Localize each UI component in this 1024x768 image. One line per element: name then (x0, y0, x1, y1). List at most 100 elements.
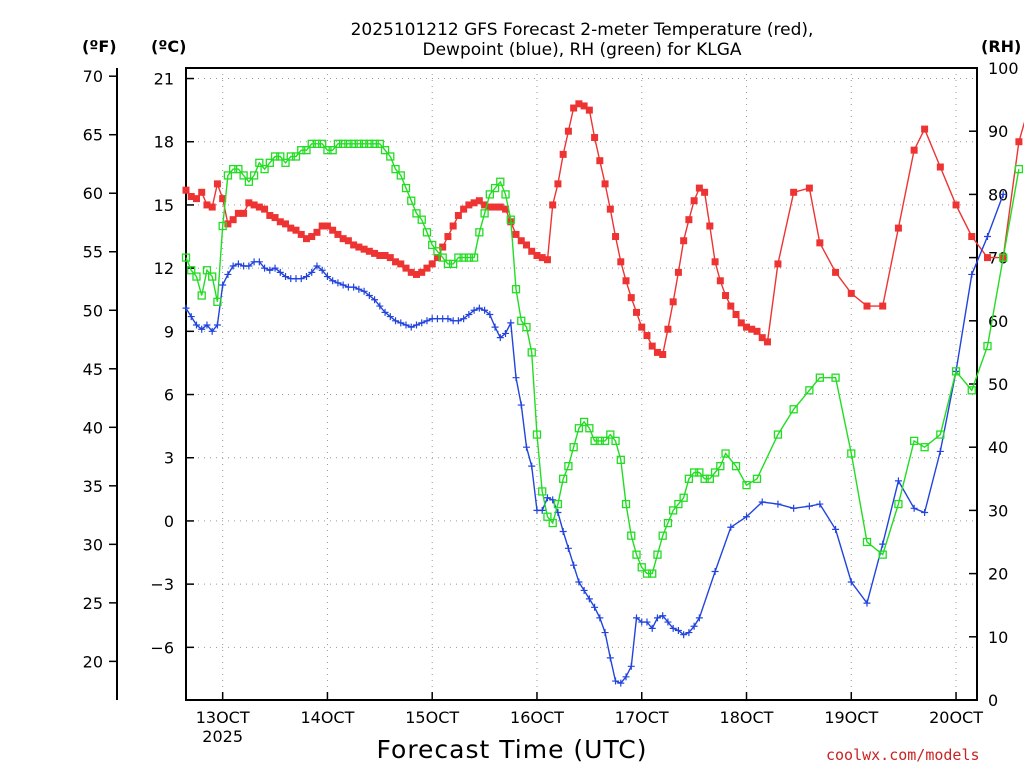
rh-point (621, 499, 631, 509)
rh-tick-label: 100 (988, 59, 1019, 78)
rh-point (464, 253, 474, 262)
temperature-point (585, 106, 593, 114)
temperature-point (360, 245, 368, 253)
celsius-tick-label: 21 (154, 70, 174, 89)
rh-tick-label: 30 (988, 501, 1008, 520)
dewpoint-point (538, 506, 546, 514)
rh-point (401, 183, 411, 193)
temperature-point (460, 205, 468, 213)
fahrenheit-tick-label: 35 (83, 477, 103, 496)
dewpoint-point (606, 654, 614, 662)
rh-point (920, 443, 929, 452)
rh-point (527, 348, 536, 357)
rh-point (695, 468, 704, 477)
rh-point (307, 139, 316, 148)
dewpoint-point (182, 304, 190, 312)
temperature-point (475, 197, 483, 205)
rh-point (721, 449, 730, 458)
temperature-point (496, 203, 504, 211)
fahrenheit-tick-label: 60 (83, 184, 103, 203)
rh-point (501, 190, 510, 199)
dewpoint-point (486, 310, 494, 318)
temperature-point (491, 203, 499, 211)
dewpoint-point (648, 624, 656, 632)
dewpoint-point (612, 677, 620, 685)
dewpoint-point (894, 477, 902, 485)
temperature-point (439, 243, 447, 251)
temperature-point (376, 251, 384, 259)
temperature-point (832, 268, 840, 276)
time-tick-label: 14OCT (300, 708, 354, 727)
temperature-point (465, 201, 473, 209)
temperature-point (606, 205, 614, 213)
dewpoint-point (454, 317, 462, 325)
rh-point (1014, 164, 1024, 174)
temperature-point (271, 214, 279, 222)
time-tick-label: 16OCT (510, 708, 564, 727)
temperature-point (339, 235, 347, 243)
temperature-point (727, 302, 735, 310)
rh-point (417, 215, 426, 224)
dewpoint-point (585, 595, 593, 603)
fahrenheit-tick-label: 55 (83, 243, 103, 262)
dewpoint-point (549, 496, 557, 504)
rh-point (422, 228, 432, 237)
rh-point (270, 152, 280, 161)
rh-point (234, 164, 243, 174)
dewpoint-point (669, 624, 677, 632)
temperature-point (863, 302, 871, 310)
dewpoint-point (711, 567, 719, 575)
rh-point (569, 443, 578, 452)
fahrenheit-tick-label: 30 (83, 535, 103, 554)
dewpoint-point (790, 504, 798, 512)
fahrenheit-tick-label: 20 (83, 652, 103, 671)
celsius-axis-ticks: −6 −3 0 3 6 9 12 15 18 21 (150, 70, 194, 657)
time-tick-label: 20OCT (929, 708, 983, 727)
temperature-point (255, 203, 263, 211)
temperature-point (528, 247, 536, 255)
dewpoint-point (266, 266, 274, 274)
rh-point (606, 430, 615, 439)
rh-point (663, 518, 673, 528)
temperature-point (329, 226, 337, 234)
dewpoint-point (664, 618, 672, 626)
dewpoint-point (847, 578, 855, 586)
temperature-point (910, 146, 918, 154)
rh-point (412, 209, 421, 218)
dewpoint-point (350, 283, 358, 291)
rh-point (710, 468, 720, 477)
rh-point (815, 373, 824, 382)
time-tick-label: 15OCT (405, 708, 459, 727)
rh-point (506, 215, 515, 224)
temperature-point (643, 332, 651, 340)
dewpoint-point (591, 603, 599, 611)
dewpoint-point (412, 321, 420, 329)
dewpoint-point (465, 310, 473, 318)
rh-point (752, 474, 762, 483)
dewpoint-point (318, 266, 326, 274)
rh-point (375, 139, 384, 148)
dewpoint-point (627, 662, 635, 670)
temperature-point (596, 157, 604, 165)
dewpoint-point (910, 504, 918, 512)
rh-point (485, 190, 494, 199)
rh-point (213, 297, 222, 306)
rh-point (522, 322, 531, 332)
rh-point (281, 158, 290, 167)
dewpoint-point (203, 321, 211, 329)
temperature-point (386, 254, 394, 262)
rh-point (297, 146, 306, 155)
temperature-point (847, 289, 855, 297)
fahrenheit-tick-label: 45 (83, 360, 103, 379)
rh-point (255, 158, 264, 167)
celsius-tick-label: 6 (164, 386, 174, 405)
dewpoint-point (659, 612, 667, 620)
temperature-point (570, 104, 578, 112)
temperature-point (198, 188, 206, 196)
temperature-point (533, 251, 541, 259)
dewpoint-point (690, 622, 698, 630)
gridlines (186, 68, 977, 700)
rh-point (689, 468, 699, 477)
temperature-point (502, 205, 510, 213)
